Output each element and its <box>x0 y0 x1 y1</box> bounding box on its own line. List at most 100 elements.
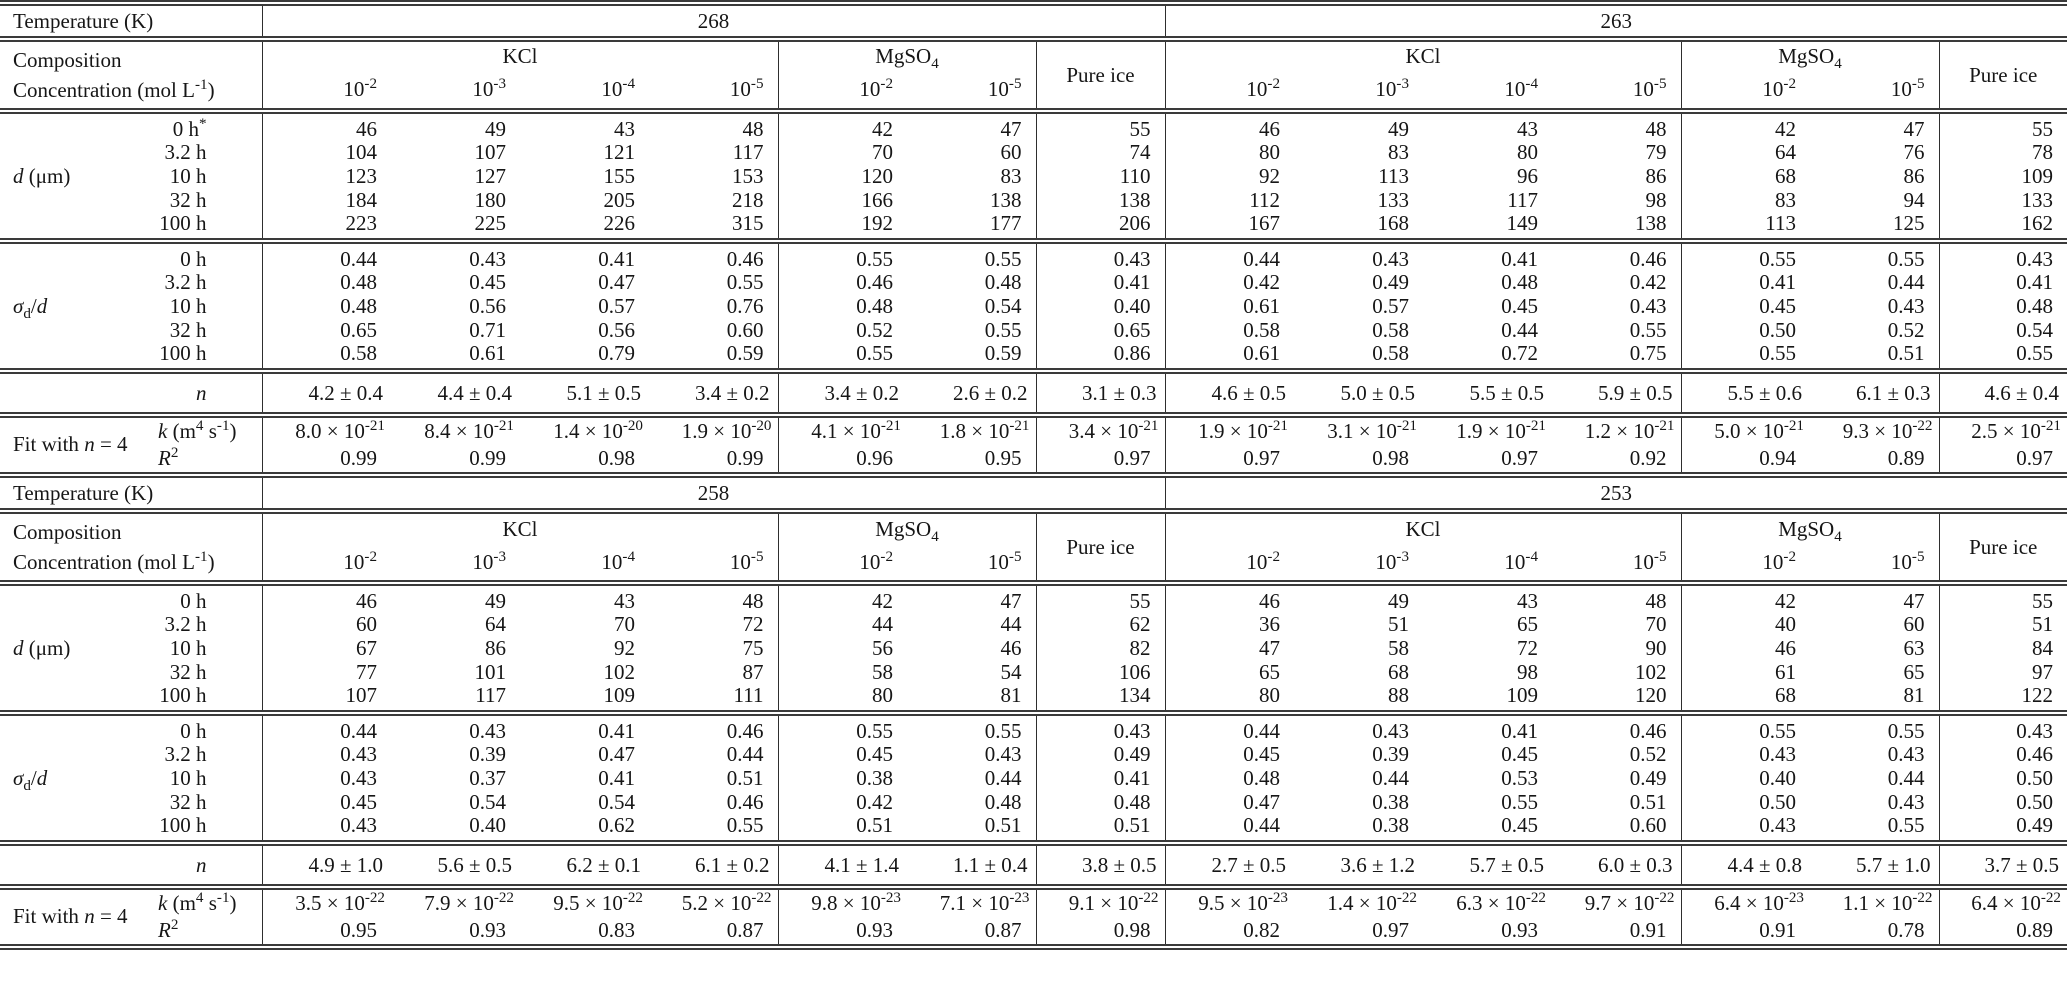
sigma-value-cell: 0.55 <box>1938 342 2067 370</box>
d-value-cell: 49 <box>485 117 506 141</box>
d-value-cell: 40 <box>1680 612 1810 637</box>
d-value-cell: 84 <box>1938 636 2067 661</box>
sigma-value-cell: 0.41 <box>1938 270 2067 295</box>
r2-value-cell: 0.98 <box>598 446 635 471</box>
sigma-value-cell: 0.47 <box>598 270 635 295</box>
data-row: 3.2 h 60 64 70 72 44 44 62 36 51 65 70 40 60 51 <box>0 612 2067 637</box>
d-value-cell: 102 <box>1635 660 1667 685</box>
r2-value-cell: 0.96 <box>777 444 907 474</box>
data-row: 32 h 0.65 0.71 0.56 0.60 0.52 0.55 0.65 0.58 0.58… <box>0 318 2067 343</box>
sigma-value-cell: 0.37 <box>469 766 506 791</box>
temperature-value: 258 <box>261 477 1165 510</box>
sigma-value-cell: 0.41 <box>598 247 635 272</box>
d-value-cell: 315 <box>732 211 764 236</box>
time-label-cell: 0 h <box>180 719 207 744</box>
sigma-value-cell: 0.43 <box>1629 294 1667 319</box>
d-value-cell: 155 <box>603 164 636 189</box>
d-value-cell: 42 <box>777 585 907 613</box>
sigma-value-cell: 0.60 <box>726 318 764 343</box>
d-value-cell: 49 <box>1388 117 1409 141</box>
sigma-value-cell: 0.61 <box>469 341 506 366</box>
d-value-cell: 86 <box>1645 164 1667 189</box>
concentration-value: 10-5 <box>1890 548 1925 574</box>
sigma-value-cell: 0.48 <box>984 270 1022 295</box>
sigma-value-cell: 0.43 <box>984 742 1022 767</box>
sigma-value-cell: 0.44 <box>726 742 764 767</box>
sigma-value-cell: 0.48 <box>1938 294 2067 319</box>
time-label-cell: 3.2 h <box>164 270 207 295</box>
concentration-header-row: 10-2 10-3 10-4 10-5 10-2 10-5 10-2 10-3 10-4 10-5… <box>0 71 2067 109</box>
r2-value-cell: 0.98 <box>1372 446 1409 471</box>
r2-value-cell: 0.93 <box>1501 918 1538 943</box>
sigma-value-cell: 0.48 <box>261 270 391 295</box>
d-value-cell: 97 <box>1938 660 2067 685</box>
sigma-value-cell: 0.47 <box>1164 790 1294 815</box>
d-value-cell: 88 <box>1388 683 1409 708</box>
sigma-value-cell: 0.55 <box>1680 715 1810 743</box>
concentration-value: 10-2 <box>261 71 391 109</box>
sigma-value-cell: 0.55 <box>984 247 1022 272</box>
d-value-cell: 123 <box>261 164 391 189</box>
sigma-value-cell: 0.45 <box>1501 742 1538 767</box>
time-label-cell: 3.2 h <box>164 742 207 767</box>
horizontal-rule <box>0 944 2067 951</box>
sigma-value-cell: 0.44 <box>1164 715 1294 743</box>
sigma-value-cell: 0.55 <box>726 270 764 295</box>
d-value-cell: 83 <box>1388 140 1409 165</box>
sigma-value-cell: 0.45 <box>777 742 907 767</box>
r2-value-cell: 0.97 <box>1164 444 1294 474</box>
d-value-cell: 65 <box>1517 612 1538 637</box>
d-value-cell: 168 <box>1377 211 1410 236</box>
k-value-cell: 8.0 × 10-21 <box>261 417 391 445</box>
fit-k-row: k (m4 s-1) Fit with n = 4 3.5 × 10-22 7.9 ×… <box>0 889 2067 929</box>
sigma-value-cell: 0.43 <box>1680 742 1810 767</box>
d-value-cell: 138 <box>1035 188 1165 213</box>
d-value-cell: 101 <box>474 660 507 685</box>
n-value-cell: 4.9 ± 1.0 <box>261 845 391 886</box>
d-value-cell: 47 <box>1000 589 1022 614</box>
d-section-label: d (μm) <box>13 636 71 661</box>
k-label-cell: k (m4 s-1) Fit with n = 4 <box>13 890 237 929</box>
data-row: 32 h 0.45 0.54 0.54 0.46 0.42 0.48 0.48 0.47 0.38… <box>0 790 2067 815</box>
horizontal-rule <box>0 580 2067 587</box>
r2-value-cell: 0.89 <box>1887 446 1925 471</box>
sigma-value-cell: 0.48 <box>1035 790 1165 815</box>
n-value-cell: 2.6 ± 0.2 <box>952 381 1028 406</box>
composition-label: Composition <box>13 519 122 544</box>
d-value-cell: 46 <box>261 113 391 141</box>
d-value-cell: 83 <box>1000 164 1022 189</box>
d-value-cell: 48 <box>1645 117 1667 141</box>
r2-value-cell: 0.82 <box>1164 916 1294 946</box>
concentration-header-row: 10-2 10-3 10-4 10-5 10-2 10-5 10-2 10-3 10-4 10-5… <box>0 543 2067 582</box>
sigma-value-cell: 0.46 <box>1629 247 1667 272</box>
d-value-cell: 70 <box>777 140 907 165</box>
d-value-cell: 117 <box>732 140 764 165</box>
n-value-cell: 5.7 ± 0.5 <box>1469 853 1544 878</box>
group-name-mgso4: MgSO4 <box>777 41 1036 72</box>
k-value-cell: 1.1 × 10-22 <box>1842 890 1933 916</box>
sigma-value-cell: 0.44 <box>984 766 1022 791</box>
sigma-value-cell: 0.50 <box>1938 790 2067 815</box>
d-value-cell: 65 <box>1164 660 1294 685</box>
d-value-cell: 113 <box>1680 212 1810 240</box>
data-row: 10 h σd/d 0.48 0.56 0.57 0.76 0.48 0.54 0.40 0.61… <box>0 294 2067 322</box>
sigma-value-cell: 0.55 <box>777 342 907 370</box>
k-value-cell: 1.4 × 10-22 <box>1327 890 1417 916</box>
sigma-value-cell: 0.48 <box>984 790 1022 815</box>
d-value-cell: 43 <box>614 589 635 614</box>
d-value-cell: 177 <box>990 211 1022 236</box>
d-value-cell: 42 <box>1680 113 1810 141</box>
d-value-cell: 133 <box>1377 188 1410 213</box>
d-value-cell: 48 <box>742 589 764 614</box>
group-name-pure-ice: Pure ice <box>1035 41 1165 109</box>
d-value-cell: 70 <box>614 612 635 637</box>
d-value-cell: 51 <box>1388 612 1409 637</box>
n-value-cell: 5.0 ± 0.5 <box>1340 381 1415 406</box>
d-value-cell: 205 <box>603 188 636 213</box>
sigma-value-cell: 0.41 <box>1035 270 1165 295</box>
sigma-value-cell: 0.40 <box>469 813 506 838</box>
d-value-cell: 90 <box>1645 636 1667 661</box>
d-value-cell: 133 <box>1938 188 2067 213</box>
d-value-cell: 55 <box>1938 585 2067 613</box>
